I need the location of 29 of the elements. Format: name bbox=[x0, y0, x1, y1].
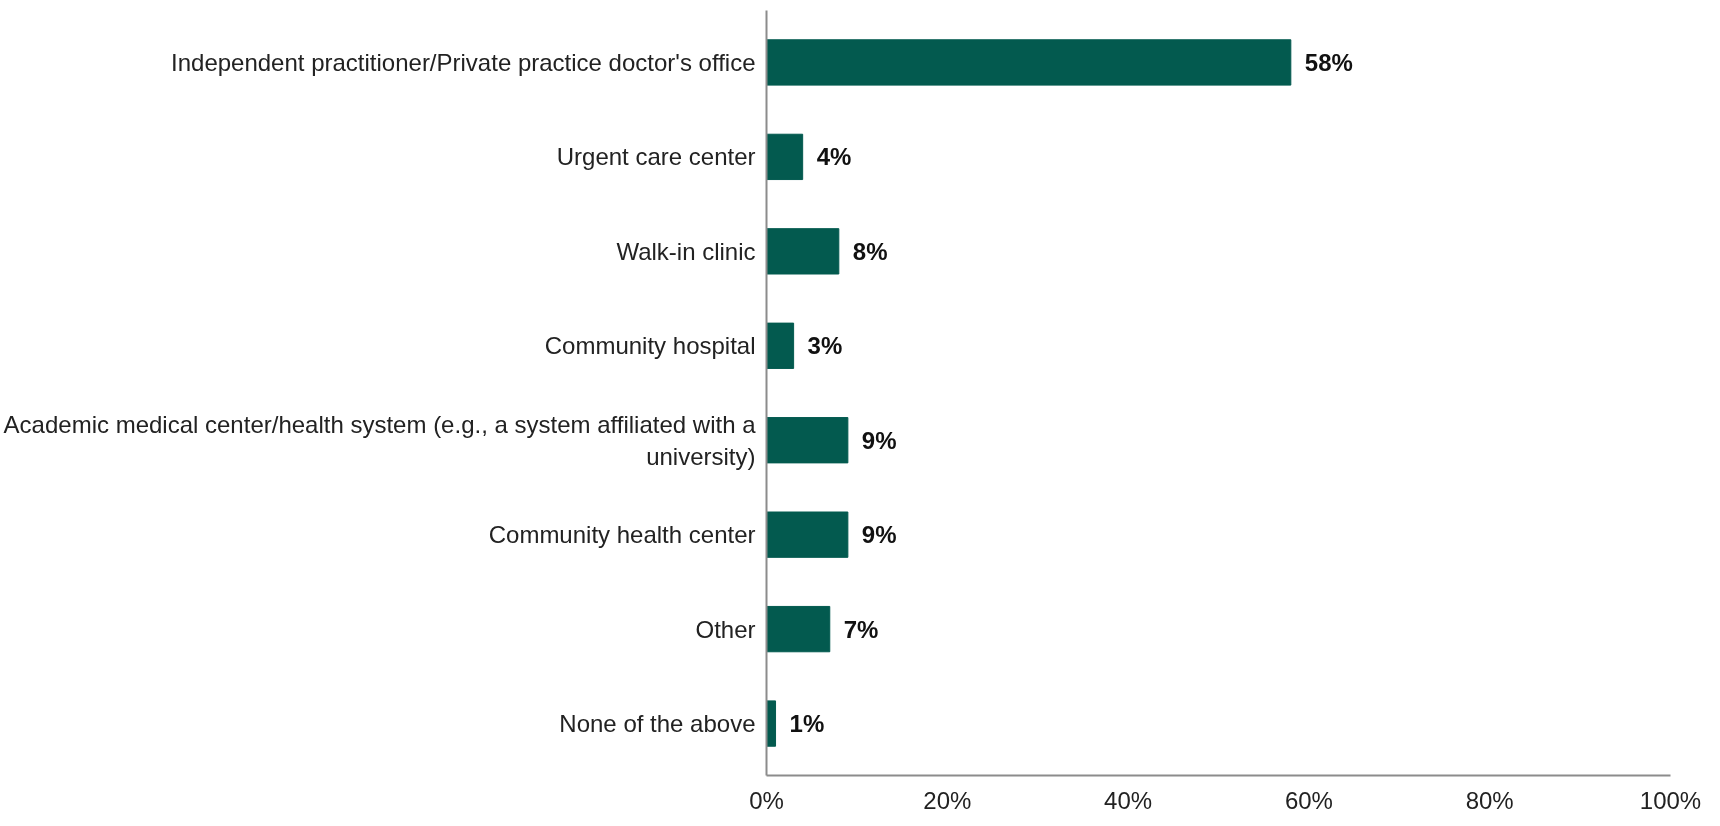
data-label: 1% bbox=[789, 710, 825, 738]
data-label: 4% bbox=[816, 143, 852, 171]
data-label: 8% bbox=[852, 237, 888, 265]
y-tick-label: Community health center bbox=[488, 521, 756, 549]
data-label: 7% bbox=[843, 615, 879, 643]
x-tick-label: 0% bbox=[749, 786, 784, 814]
data-label: 9% bbox=[861, 521, 897, 549]
y-tick-label: Community hospital bbox=[544, 332, 756, 360]
x-tick-label: 20% bbox=[923, 786, 972, 814]
x-tick-label: 60% bbox=[1284, 786, 1333, 814]
bar bbox=[766, 605, 831, 653]
bar bbox=[766, 511, 849, 558]
data-label: 58% bbox=[1304, 48, 1353, 76]
y-tick-label: Walk-in clinic bbox=[616, 237, 756, 265]
y-tick-label: Academic medical center/health system (e.g., a system affiliated with a university) bbox=[3, 410, 757, 470]
data-label: 3% bbox=[807, 332, 843, 360]
y-tick-label: Urgent care center bbox=[556, 143, 756, 171]
y-tick-label: Independent practitioner/Private practice doctor's office bbox=[171, 48, 756, 76]
bar bbox=[766, 39, 1292, 86]
bar bbox=[766, 417, 849, 464]
x-tick-label: 80% bbox=[1465, 786, 1514, 814]
y-tick-label: Other bbox=[695, 615, 756, 643]
y-tick-label: None of the above bbox=[559, 710, 756, 738]
data-label: 9% bbox=[861, 426, 897, 454]
bar bbox=[766, 322, 795, 369]
x-tick-label: 100% bbox=[1639, 786, 1702, 814]
bar bbox=[766, 133, 804, 181]
x-tick-label: 40% bbox=[1104, 786, 1153, 814]
bar bbox=[766, 228, 840, 275]
